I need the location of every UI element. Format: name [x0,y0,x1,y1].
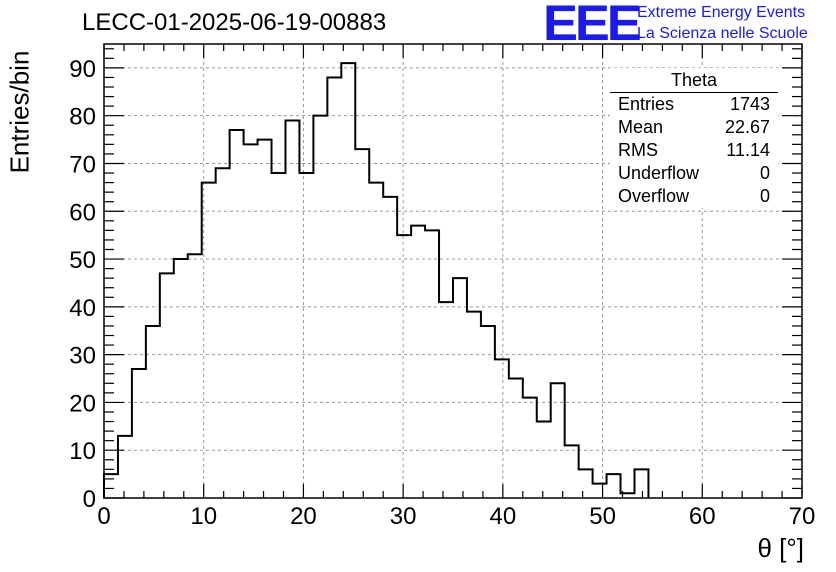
stats-value: 0 [759,186,770,206]
x-tick-label: 30 [390,503,417,530]
y-tick-label: 60 [69,199,96,226]
x-tick-label: 60 [689,503,716,530]
x-axis-label: θ [°] [757,533,804,563]
chart-title: LECC-01-2025-06-19-00883 [82,9,387,36]
logo-caption-line1: Extreme Energy Events [637,4,806,21]
grid-lines [104,44,802,498]
eee-logo: EEE [543,0,642,51]
stats-value: 22.67 [724,117,770,137]
stats-box: Theta Entries 1743 Mean 22.67 RMS 11.14 … [610,68,778,208]
stats-label: Mean [618,117,664,137]
y-tick-label: 80 [69,104,96,131]
y-tick-label: 70 [69,151,96,178]
stats-label: RMS [618,140,658,160]
stats-row-overflow: Overflow 0 [610,185,778,208]
x-tick-label: 10 [190,503,217,530]
stats-label: Entries [618,94,675,114]
logo-caption-line2: La Scienza nelle Scuole [637,25,808,42]
histogram-series-line [103,62,650,498]
y-axis-label: Entries/bin [4,50,35,174]
stats-row-mean: Mean 22.67 [610,116,778,139]
stats-row-entries: Entries 1743 [610,93,778,116]
x-tick-label: 20 [290,503,317,530]
y-tick-label: 20 [69,390,96,417]
logo-caption: Extreme Energy Events La Scienza nelle S… [637,2,808,44]
y-tick-label: 30 [69,343,96,370]
stats-label: Overflow [618,186,690,206]
stats-row-rms: RMS 11.14 [610,139,778,162]
stats-label: Underflow [618,163,700,183]
y-tick-label: 10 [69,438,96,465]
y-tick-label: 90 [69,56,96,83]
x-tick-label: 70 [789,503,816,530]
x-tick-label: 50 [589,503,616,530]
stats-row-underflow: Underflow 0 [610,162,778,185]
y-tick-label: 0 [83,486,96,513]
x-tick-label: 40 [490,503,517,530]
x-tick-labels: 0 10 20 30 40 50 60 70 [97,503,815,530]
plot-frame [103,43,803,499]
stats-value: 1743 [729,94,770,114]
y-tick-label: 40 [69,295,96,322]
stats-value: 0 [759,163,770,183]
x-tick-label: 0 [97,503,110,530]
y-tick-label: 50 [69,247,96,274]
stats-title: Theta [610,68,778,93]
stats-value: 11.14 [726,140,770,160]
y-tick-labels: 0 10 20 30 40 50 60 70 80 90 [69,56,96,513]
